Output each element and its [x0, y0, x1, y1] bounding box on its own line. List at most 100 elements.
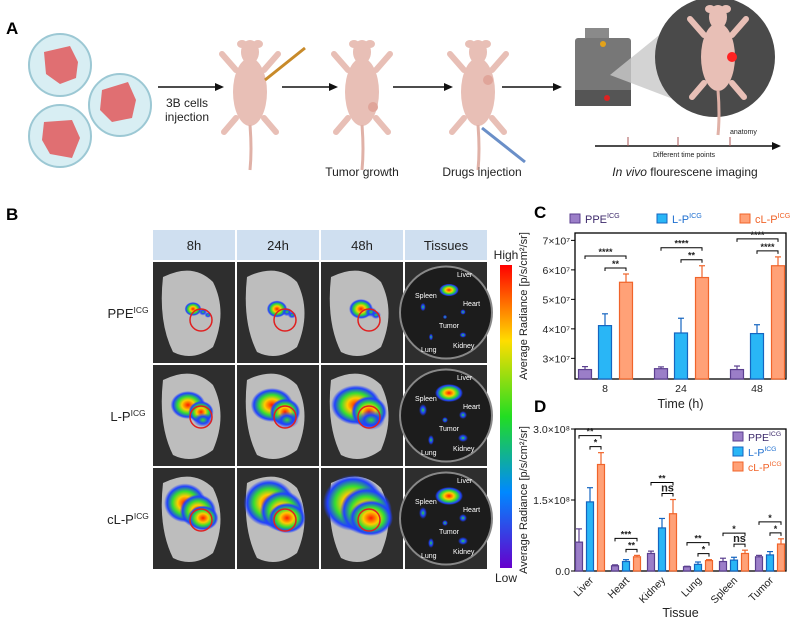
significance-label: * — [732, 524, 736, 534]
fluorescence-signal — [268, 502, 306, 534]
significance-bracket — [589, 446, 602, 450]
step-drugs-injection-label: Drugs injection — [442, 165, 521, 179]
tumor-circle-marker — [189, 405, 213, 429]
column-header-bg — [153, 230, 235, 260]
legend-label-sup: ICG — [764, 446, 776, 453]
significance-label: ** — [694, 534, 702, 544]
tissue-dish — [399, 471, 493, 566]
organ-signal — [428, 538, 434, 548]
significance-label: **** — [760, 242, 775, 252]
chart-d: 0.01.5×10⁸3.0×10⁸Liver***Heart*****Kidne… — [518, 424, 787, 620]
legend-label-sup: ICG — [778, 212, 791, 220]
organ-signal — [428, 435, 434, 445]
tissue-dish — [399, 265, 493, 360]
organ-label-lung: Lung — [421, 450, 437, 457]
imaging-grid: 8h 24h 48h TissuesPPEICGLiverSpleenHeartTum… — [107, 230, 493, 569]
bar-24-1 — [673, 332, 689, 380]
organ-signal — [442, 314, 448, 320]
column-header-bg — [237, 230, 319, 260]
significance-bracket — [661, 493, 674, 497]
significance-bracket — [604, 267, 627, 271]
y-tick-label: 1.5×10⁸ — [533, 495, 570, 507]
significance-label: ** — [612, 259, 620, 269]
arrow-head — [215, 83, 224, 91]
significance-bracket — [614, 537, 638, 542]
organ-signal — [458, 537, 468, 545]
panel-label-c: C — [534, 203, 546, 222]
y-tick-label: 4×10⁷ — [543, 324, 571, 336]
y-axis-label: Average Radiance [p/s/cm²/sr] — [518, 232, 530, 380]
fluorescence-signal — [193, 413, 213, 427]
tumor-circle-marker — [273, 508, 297, 532]
organ-label-heart: Heart — [463, 404, 480, 411]
legend-label-base: cL-P — [748, 462, 770, 474]
y-tick-label: 7×10⁷ — [543, 235, 571, 247]
x-tick-label: Spleen — [709, 575, 741, 607]
significance-bracket — [722, 532, 746, 537]
significance-bracket — [756, 250, 779, 254]
legend-swatch — [656, 213, 668, 224]
arrow-head — [444, 83, 453, 91]
legend-label: L-PICG — [748, 446, 776, 459]
significance-label: ns — [733, 533, 746, 545]
significance-bracket — [680, 259, 703, 263]
significance-label: ** — [688, 251, 696, 261]
fluorescence-signal — [371, 311, 381, 319]
bar-Heart-1 — [621, 560, 631, 572]
row-label-base: cL-P — [107, 512, 134, 527]
organ-signal — [459, 514, 467, 522]
step-imaging-label: In vivo flourescene imaging — [612, 165, 757, 179]
organ-signal — [459, 411, 467, 419]
bar-Heart-2 — [632, 556, 642, 572]
tumor-circle-marker — [357, 405, 381, 429]
y-axis-label: Average Radiance [p/s/cm²/sr] — [518, 426, 530, 574]
significance-label: * — [594, 438, 598, 448]
significance-bracket — [660, 247, 703, 251]
column-header-24h: 24h — [267, 238, 289, 253]
bar-8-1 — [597, 325, 613, 380]
legend-swatch — [732, 446, 744, 457]
significance-label: ** — [658, 474, 666, 484]
x-tick-label: Lung — [679, 575, 704, 600]
x-tick-label: Tumor — [746, 574, 776, 604]
row-label: PPEICG — [107, 305, 148, 321]
x-axis-label: Tissue — [662, 606, 698, 620]
colorbar-high-label: High — [494, 248, 519, 262]
row-label-sup: ICG — [134, 511, 149, 521]
x-tick-label: Kidney — [637, 574, 669, 606]
column-header-48h: 48h — [351, 238, 373, 253]
significance-label: ns — [661, 483, 674, 495]
bar-Liver-2 — [596, 463, 606, 572]
organ-signal — [442, 417, 448, 423]
step-tumor-growth-label: Tumor growth — [325, 165, 399, 179]
significance-bracket — [697, 553, 710, 557]
significance-bracket — [686, 542, 710, 546]
significance-label: **** — [674, 239, 689, 249]
row-label-sup: ICG — [134, 305, 149, 315]
column-header-8h: 8h — [187, 238, 201, 253]
significance-bracket — [584, 255, 627, 259]
bar-24-2 — [694, 276, 710, 380]
row-label: L-PICG — [110, 408, 145, 424]
arrow-head — [329, 83, 338, 91]
significance-bracket — [650, 482, 674, 486]
tumor-circle-marker — [357, 308, 381, 332]
colorbar — [500, 265, 512, 568]
organ-label-tumor: Tumor — [439, 529, 460, 536]
bar-Spleen-2 — [740, 552, 750, 572]
tumor-signal — [727, 52, 737, 62]
x-tick-label: 24 — [675, 383, 687, 395]
panel-label-a: A — [6, 19, 18, 38]
significance-label: ** — [586, 427, 594, 437]
bar-Tumor-1 — [765, 554, 775, 572]
timeline-label: Different time points — [653, 152, 716, 159]
significance-label: ** — [628, 540, 636, 550]
bar-Lung-1 — [693, 563, 703, 572]
organ-signal — [439, 283, 459, 297]
significance-label: * — [774, 524, 778, 534]
mouse-illustration-3 — [450, 40, 506, 170]
legend-label: PPEICG — [585, 212, 620, 226]
arrow-head — [553, 83, 562, 91]
chart-c: 3×10⁷4×10⁷5×10⁷6×10⁷7×10⁷8******24******… — [518, 212, 791, 411]
